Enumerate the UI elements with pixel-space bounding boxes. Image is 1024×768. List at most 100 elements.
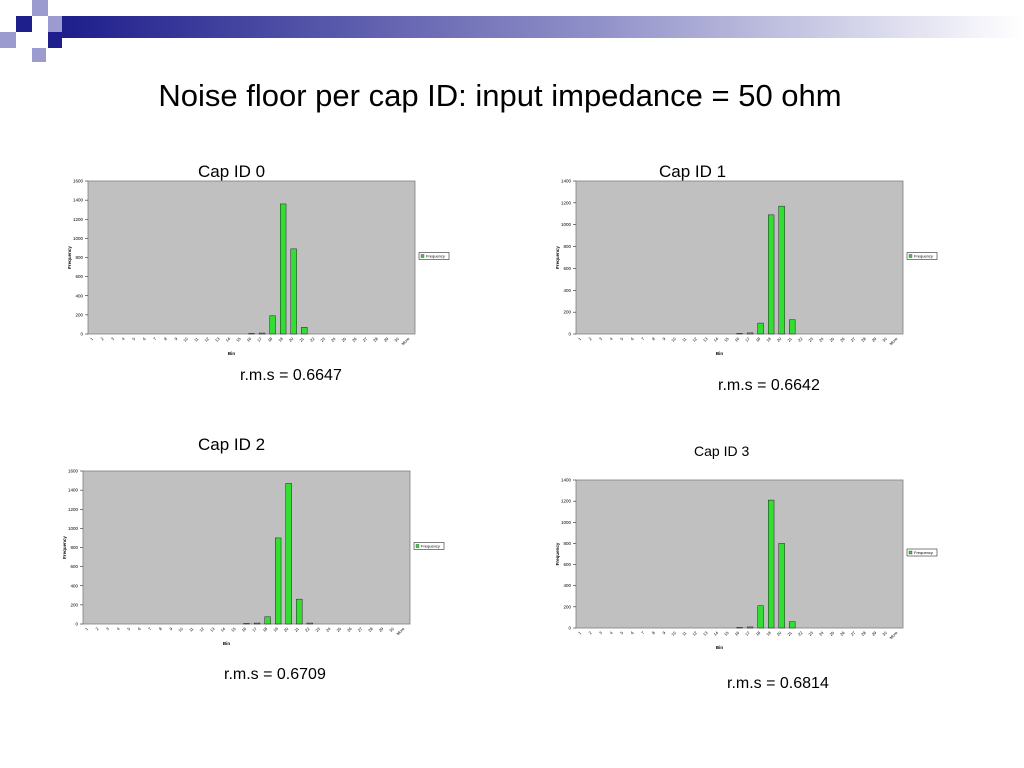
x-tick-label: 23 xyxy=(314,626,321,633)
x-tick-label: 15 xyxy=(235,336,242,343)
x-tick-label: 27 xyxy=(362,336,369,343)
x-tick-label: 28 xyxy=(367,626,374,633)
x-tick-label: 28 xyxy=(372,336,379,343)
x-tick-label: 10 xyxy=(670,336,677,343)
x-tick-label: 14 xyxy=(219,626,226,633)
y-tick-label: 400 xyxy=(75,293,83,298)
deco-square-light-2 xyxy=(0,32,16,48)
legend-swatch xyxy=(415,544,420,548)
y-tick-label: 1200 xyxy=(73,217,84,222)
x-tick-label: 22 xyxy=(309,336,316,343)
x-tick-label: 28 xyxy=(860,336,867,343)
x-tick-label: 13 xyxy=(702,336,709,343)
x-tick-label: 20 xyxy=(776,336,783,343)
x-tick-label: 20 xyxy=(776,630,783,637)
y-tick-label: 1000 xyxy=(73,236,84,241)
x-tick-label: 8 xyxy=(163,336,169,342)
x-tick-label: 15 xyxy=(723,336,730,343)
x-tick-label: 24 xyxy=(818,630,825,637)
bar-21 xyxy=(789,621,796,629)
y-tick-label: 200 xyxy=(70,602,78,607)
x-tick-label: 15 xyxy=(723,630,730,637)
x-tick-label: 7 xyxy=(640,630,646,636)
plot-area xyxy=(87,180,416,335)
x-tick-label: 16 xyxy=(734,336,741,343)
x-tick-label: 29 xyxy=(871,336,878,343)
x-tick-label: 30 xyxy=(881,630,888,637)
x-tick-label: 8 xyxy=(158,626,164,632)
x-tick-label: 14 xyxy=(224,336,231,343)
x-tick-label: 5 xyxy=(126,626,132,632)
bar-18 xyxy=(269,315,276,335)
y-axis-label: Frequency xyxy=(62,536,67,559)
x-tick-label: 18 xyxy=(755,630,762,637)
bar-19 xyxy=(275,537,282,625)
x-tick-label: 29 xyxy=(378,626,385,633)
x-tick-label: 20 xyxy=(288,336,295,343)
legend-label: Frequency xyxy=(914,254,933,259)
deco-square-dark-1 xyxy=(16,16,32,32)
x-tick-label: 2 xyxy=(587,630,593,636)
y-tick-label: 1000 xyxy=(561,520,572,525)
x-tick-label: 11 xyxy=(681,630,688,637)
bar-20 xyxy=(778,543,785,629)
y-tick-label: 800 xyxy=(563,244,571,249)
y-tick-label: 800 xyxy=(70,545,78,550)
x-tick-label: 6 xyxy=(630,336,636,342)
y-tick-label: 1200 xyxy=(561,499,572,504)
x-tick-label: 18 xyxy=(267,336,274,343)
x-tick-label: 3 xyxy=(598,630,604,636)
x-tick-label: 22 xyxy=(797,336,804,343)
y-tick-label: 600 xyxy=(563,562,571,567)
x-tick-label: 1 xyxy=(577,336,583,342)
x-tick-label: 25 xyxy=(340,336,347,343)
x-tick-label: 9 xyxy=(168,626,174,632)
x-axis-label: Bin xyxy=(223,641,231,646)
x-tick-label: 22 xyxy=(797,630,804,637)
x-tick-label: 23 xyxy=(807,630,814,637)
x-tick-label: 4 xyxy=(609,630,615,636)
x-tick-label: 18 xyxy=(262,626,269,633)
x-tick-label: 21 xyxy=(786,336,793,343)
x-tick-label: 21 xyxy=(298,336,305,343)
x-tick-label: 9 xyxy=(661,336,667,342)
x-tick-label: 12 xyxy=(691,630,698,637)
deco-square-light-1 xyxy=(32,0,48,16)
bar-17 xyxy=(253,622,261,625)
y-tick-label: 600 xyxy=(75,274,83,279)
bar-19 xyxy=(768,214,775,335)
legend-box xyxy=(418,252,450,260)
y-tick-label: 1000 xyxy=(561,222,572,227)
x-tick-label: 26 xyxy=(351,336,358,343)
x-tick-label: 17 xyxy=(744,336,751,343)
x-tick-label: 23 xyxy=(319,336,326,343)
x-tick-label: 3 xyxy=(598,336,604,342)
bar-17 xyxy=(746,626,754,629)
x-tick-label: 10 xyxy=(177,626,184,633)
x-tick-label: More xyxy=(888,630,899,641)
y-tick-label: 1600 xyxy=(68,469,79,474)
x-tick-label: 11 xyxy=(193,336,200,343)
x-tick-label: 19 xyxy=(272,626,279,633)
x-tick-label: 14 xyxy=(712,336,719,343)
x-tick-label: 17 xyxy=(251,626,258,633)
x-tick-label: 1 xyxy=(89,336,95,342)
x-tick-label: 2 xyxy=(99,336,105,342)
x-tick-label: More xyxy=(400,336,411,347)
chart-title-cap-id-2: Cap ID 2 xyxy=(198,435,266,454)
x-tick-label: 18 xyxy=(755,336,762,343)
x-tick-label: 24 xyxy=(818,336,825,343)
x-tick-label: 11 xyxy=(681,336,688,343)
x-tick-label: 5 xyxy=(619,630,625,636)
y-tick-label: 0 xyxy=(80,332,83,337)
x-tick-label: 16 xyxy=(246,336,253,343)
x-tick-label: 8 xyxy=(651,630,657,636)
bar-17 xyxy=(258,332,266,335)
x-tick-label: 10 xyxy=(182,336,189,343)
x-tick-label: 4 xyxy=(116,626,122,632)
rms-label-cap-id-1: r.m.s = 0.6642 xyxy=(718,377,820,394)
x-tick-label: 25 xyxy=(335,626,342,633)
x-tick-label: 6 xyxy=(630,630,636,636)
y-tick-label: 600 xyxy=(563,266,571,271)
